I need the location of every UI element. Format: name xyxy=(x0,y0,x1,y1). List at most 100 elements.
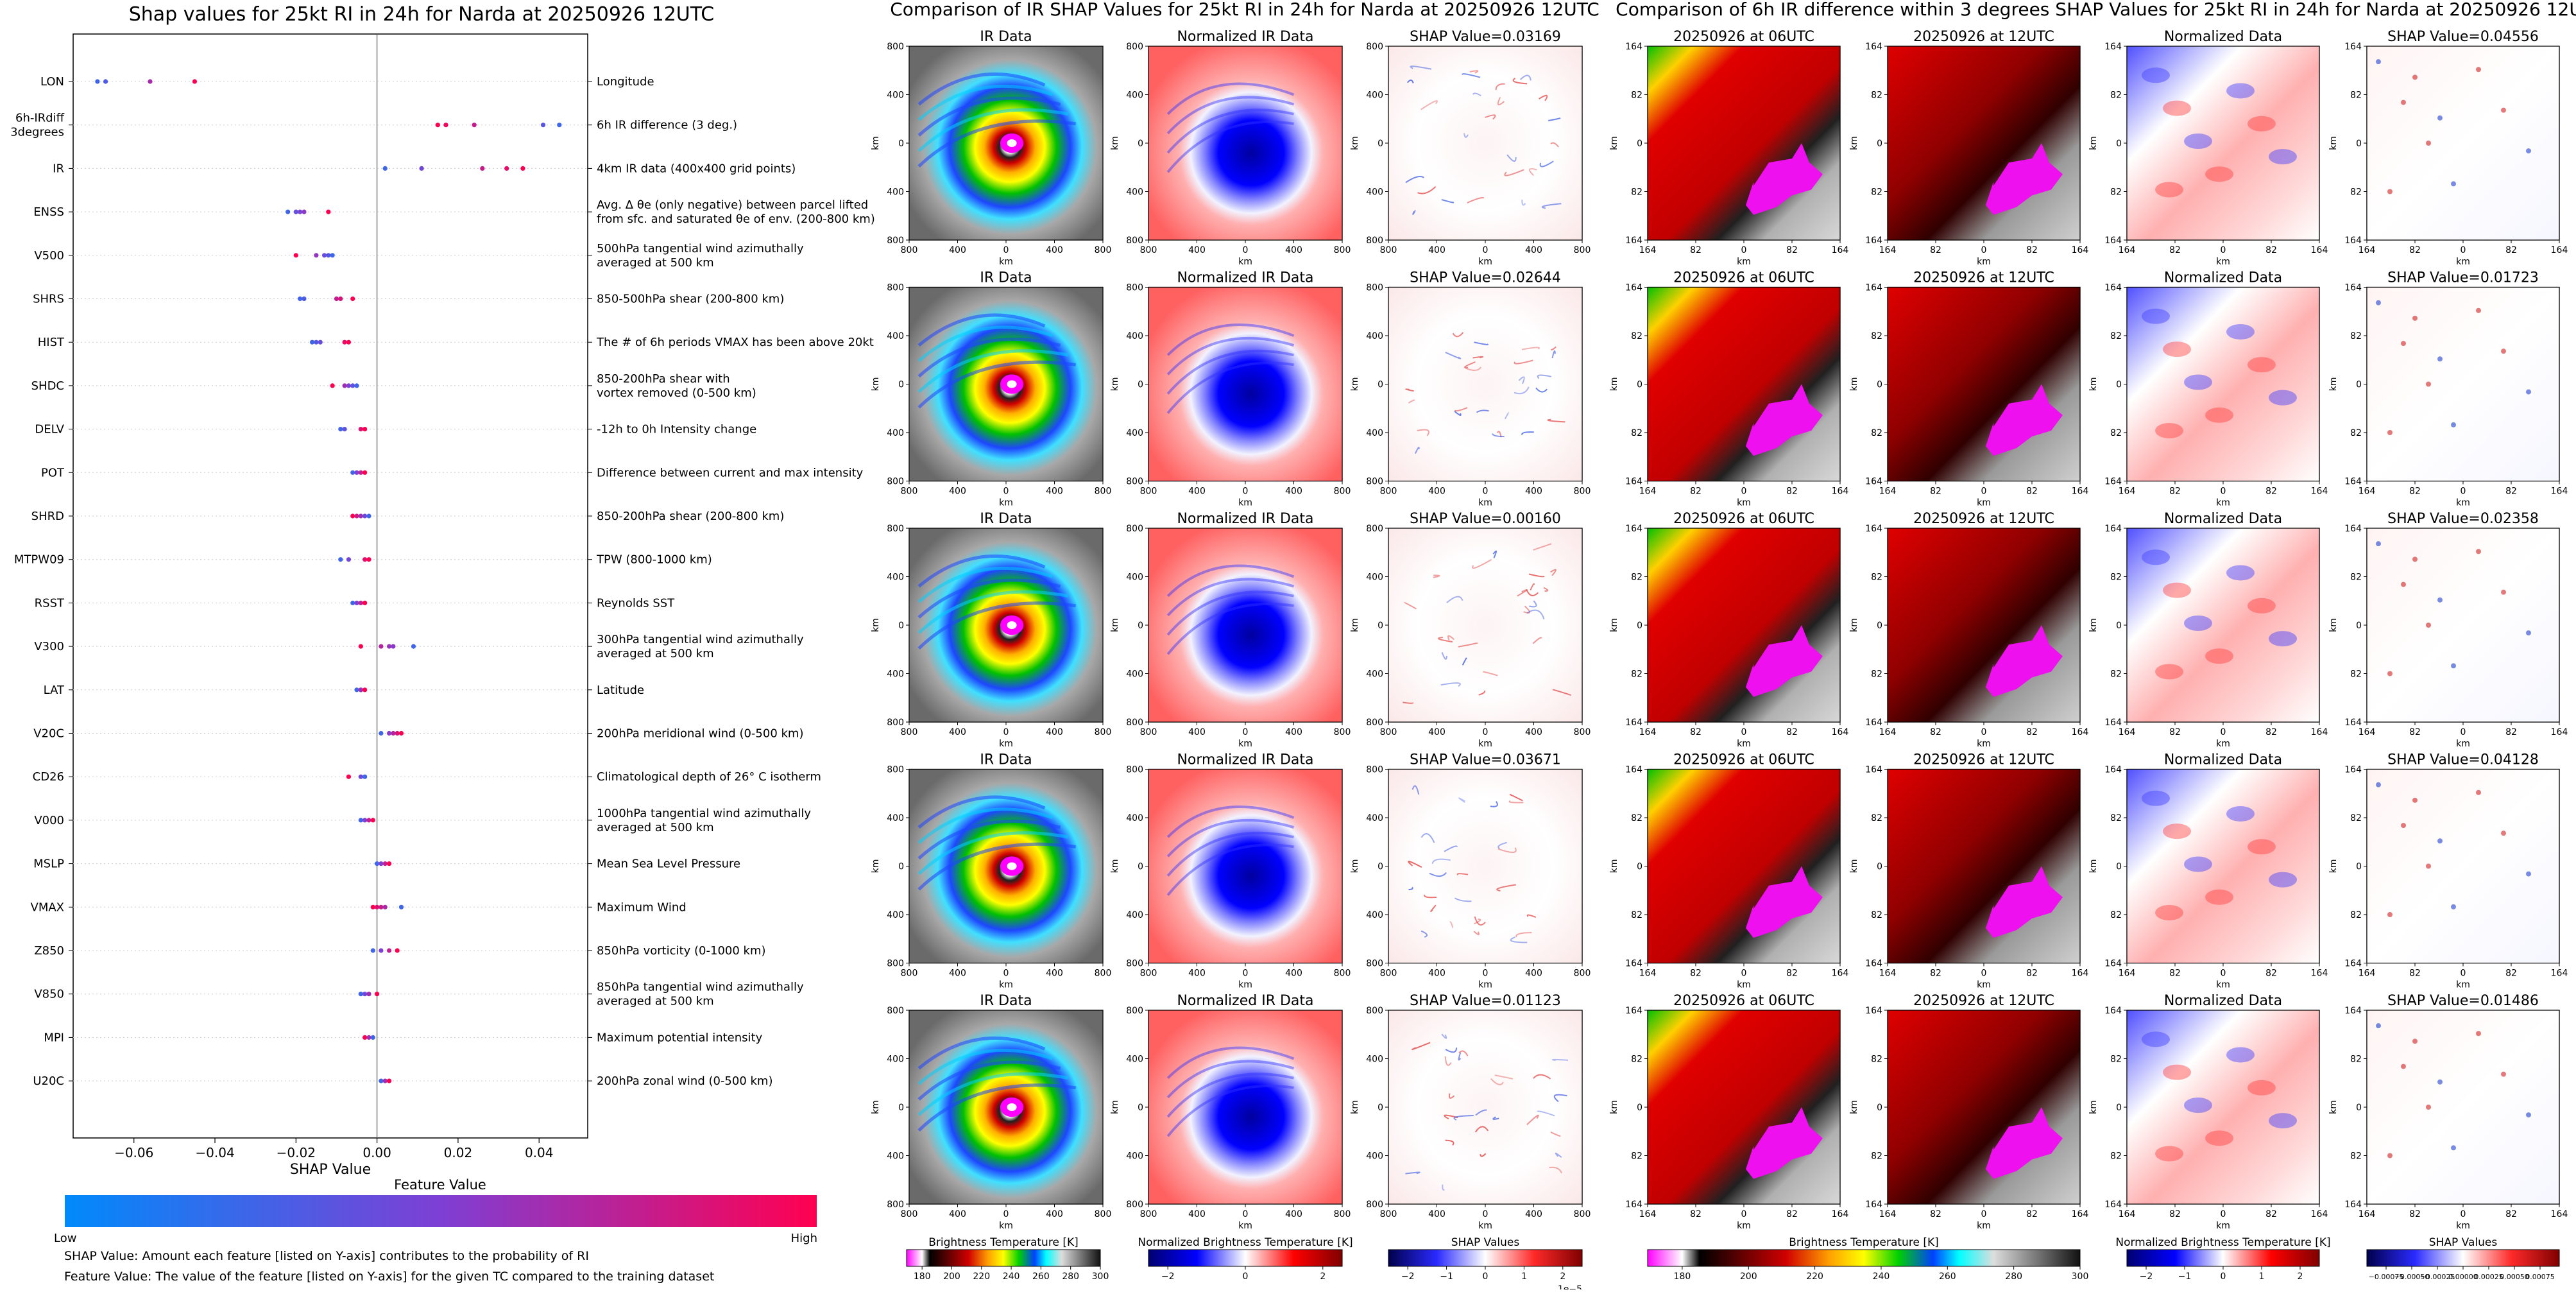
panel-x-tick-label: 164 xyxy=(1879,727,1897,737)
shap-point xyxy=(354,687,359,693)
panel-frame xyxy=(1148,1010,1343,1205)
shap-streak xyxy=(1521,200,1526,206)
shap-streak xyxy=(1551,350,1556,359)
ir-spiral-band xyxy=(917,325,1053,363)
shap-point xyxy=(366,1035,371,1040)
feature-description: averaged at 500 km xyxy=(597,647,714,660)
normalized-feature xyxy=(2269,149,2297,165)
shap-streak xyxy=(1447,635,1455,641)
normalized-feature xyxy=(2155,664,2183,680)
panel-x-tick-label: 0 xyxy=(1981,245,1987,255)
shap-point xyxy=(391,644,396,649)
panel-x-axis-label: km xyxy=(999,257,1013,267)
panel-x-tick-label: 164 xyxy=(2551,727,2568,737)
x-axis-label: SHAP Value xyxy=(290,1162,371,1178)
shap-point xyxy=(363,818,368,823)
shap-streak xyxy=(1518,376,1525,384)
panel-y-tick-label: 800 xyxy=(1126,1200,1143,1210)
panel-frame xyxy=(2366,46,2560,241)
panel-x-tick-label: 82 xyxy=(1930,727,1941,737)
panel-y-axis-label: km xyxy=(1350,136,1360,150)
panel-frame xyxy=(1887,528,2081,723)
normalized-feature xyxy=(2142,790,2170,806)
panel-x-axis-label: km xyxy=(1737,257,1751,267)
shap-streak xyxy=(1506,154,1517,162)
panel-y-tick-label: 800 xyxy=(1366,959,1383,969)
data-image xyxy=(2367,769,2559,963)
shap-speck xyxy=(2376,541,2381,547)
panel-x-tick-label: 0 xyxy=(1003,969,1009,979)
panel-y-tick-label: 164 xyxy=(2344,1200,2362,1210)
panel-x-tick-label: 800 xyxy=(1095,487,1112,497)
panel-x-tick-label: 400 xyxy=(1046,727,1063,737)
feature-label: SHDC xyxy=(31,379,64,393)
ir-eye-center xyxy=(1007,1103,1017,1112)
panel-x-axis-label: km xyxy=(1977,739,1991,749)
shap-point xyxy=(375,904,380,909)
feature-description: 850-200hPa shear with xyxy=(597,372,730,386)
shap-summary-plot: Shap values for 25kt RI in 24h for Narda… xyxy=(10,3,875,1284)
panel-y-axis-label: km xyxy=(871,859,881,874)
panel-y-tick-label: 0 xyxy=(2356,1103,2362,1113)
panel-y-tick-label: 82 xyxy=(2110,428,2122,438)
panel-title: SHAP Value=0.01123 xyxy=(1410,993,1561,1009)
panel-frame xyxy=(1388,528,1583,723)
shap-point xyxy=(346,557,352,562)
shap-streak xyxy=(1412,210,1416,215)
panel-x-tick-label: 800 xyxy=(1140,727,1157,737)
panel-x-tick-label: 82 xyxy=(2265,969,2277,979)
panel-y-tick-label: 82 xyxy=(2350,1055,2362,1065)
shap-point xyxy=(354,470,359,475)
shap-point xyxy=(298,296,303,302)
panel-x-tick-label: 164 xyxy=(2551,487,2568,497)
panel-x-tick-label: 0 xyxy=(2461,245,2466,255)
panel-y-tick-label: 800 xyxy=(887,765,904,775)
panel-y-tick-label: 82 xyxy=(2350,90,2362,101)
shap-streak xyxy=(1532,637,1542,644)
panel-x-tick-label: 400 xyxy=(949,969,966,979)
irdiff-shap-comparison: Comparison of 6h IR difference within 3 … xyxy=(1609,0,2576,1282)
shap-speck xyxy=(2476,1031,2481,1037)
panel-frame xyxy=(908,286,1104,482)
shap-streak xyxy=(1548,117,1561,121)
panel-x-tick-label: 0 xyxy=(1243,727,1249,737)
panel-x-tick-label: 800 xyxy=(1334,1209,1351,1219)
panel-y-tick-label: 0 xyxy=(1138,1103,1143,1113)
panel-y-tick-label: 0 xyxy=(1877,1103,1882,1113)
colorbar-tick-label: 180 xyxy=(1674,1271,1691,1282)
ir-spiral-band xyxy=(917,831,1069,875)
panel-x-tick-label: 82 xyxy=(2409,487,2421,497)
panel-title: Normalized Data xyxy=(2164,270,2282,286)
shap-streak xyxy=(1495,83,1505,90)
ir-shap-comparison: Comparison of IR SHAP Values for 25kt RI… xyxy=(871,0,1599,1292)
colorbar-tick-label: 0 xyxy=(1483,1271,1488,1282)
panel-y-axis-label: km xyxy=(2088,1100,2099,1114)
panel-x-tick-label: 164 xyxy=(1832,1209,1849,1219)
shap-point xyxy=(338,427,343,432)
colorbar-tick-label: 0 xyxy=(1243,1271,1249,1282)
shap-speck xyxy=(2376,782,2381,788)
shap-streak xyxy=(1408,886,1413,891)
panel-x-tick-label: 0 xyxy=(1243,969,1249,979)
shap-point xyxy=(391,730,396,736)
shap-speck xyxy=(2526,871,2531,877)
panel-x-tick-label: 0 xyxy=(1981,487,1987,497)
panel-frame xyxy=(908,1010,1104,1205)
shap-speck xyxy=(2437,597,2443,603)
panel-x-tick-label: 400 xyxy=(1428,969,1446,979)
panel-x-tick-label: 400 xyxy=(1428,727,1446,737)
shap-speck xyxy=(2401,1064,2406,1069)
panel-y-tick-label: 400 xyxy=(1366,910,1383,920)
panel-x-tick-label: 164 xyxy=(2311,487,2328,497)
panel-y-tick-label: 82 xyxy=(1871,813,1882,823)
panel-y-tick-label: 800 xyxy=(1126,959,1143,969)
panel-y-tick-label: 0 xyxy=(1877,621,1882,631)
panel-x-tick-label: 800 xyxy=(901,727,918,737)
shap-streak xyxy=(1475,1109,1487,1116)
data-image xyxy=(2127,46,2319,240)
shap-speck xyxy=(2476,789,2481,795)
colorbar-offset: 1e−5 xyxy=(1558,1284,1582,1289)
panel-y-axis-label: km xyxy=(1849,377,1859,392)
feature-description: 6h IR difference (3 deg.) xyxy=(597,119,737,132)
colorbar xyxy=(906,1249,1101,1267)
